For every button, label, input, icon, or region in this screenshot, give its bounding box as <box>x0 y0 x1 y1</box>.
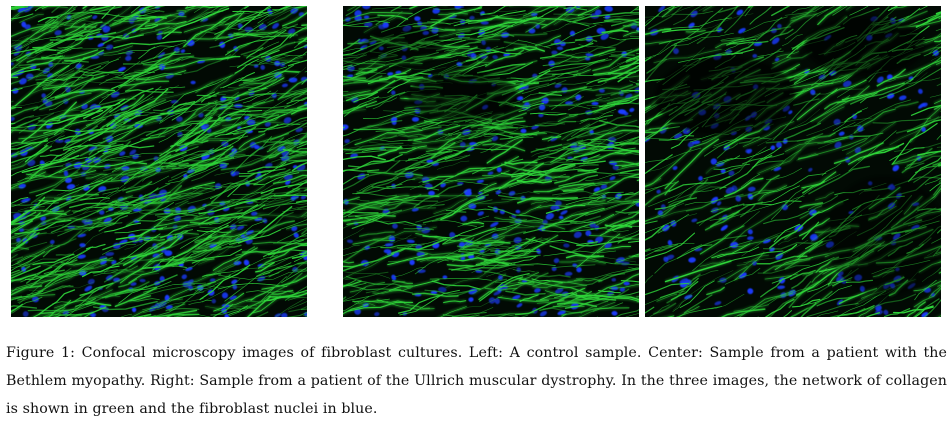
microscopy-image-center <box>343 6 639 317</box>
figure-caption: Figure 1: Confocal microscopy images of … <box>6 345 947 417</box>
collagen-nuclei-render-left <box>11 6 307 317</box>
collagen-nuclei-render-right <box>645 6 941 317</box>
collagen-nuclei-render-center <box>343 6 639 317</box>
microscopy-image-left <box>11 6 307 317</box>
microscopy-image-right <box>645 6 941 317</box>
